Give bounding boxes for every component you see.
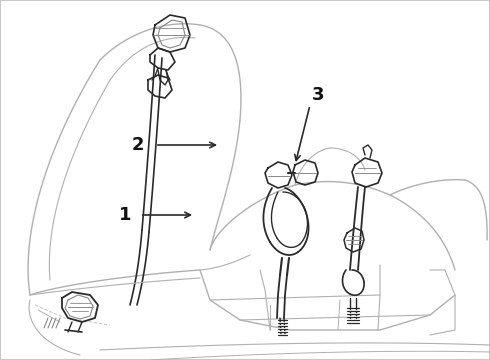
Text: 3: 3 [312,86,324,104]
Text: 2: 2 [132,136,144,154]
Text: 1: 1 [119,206,131,224]
